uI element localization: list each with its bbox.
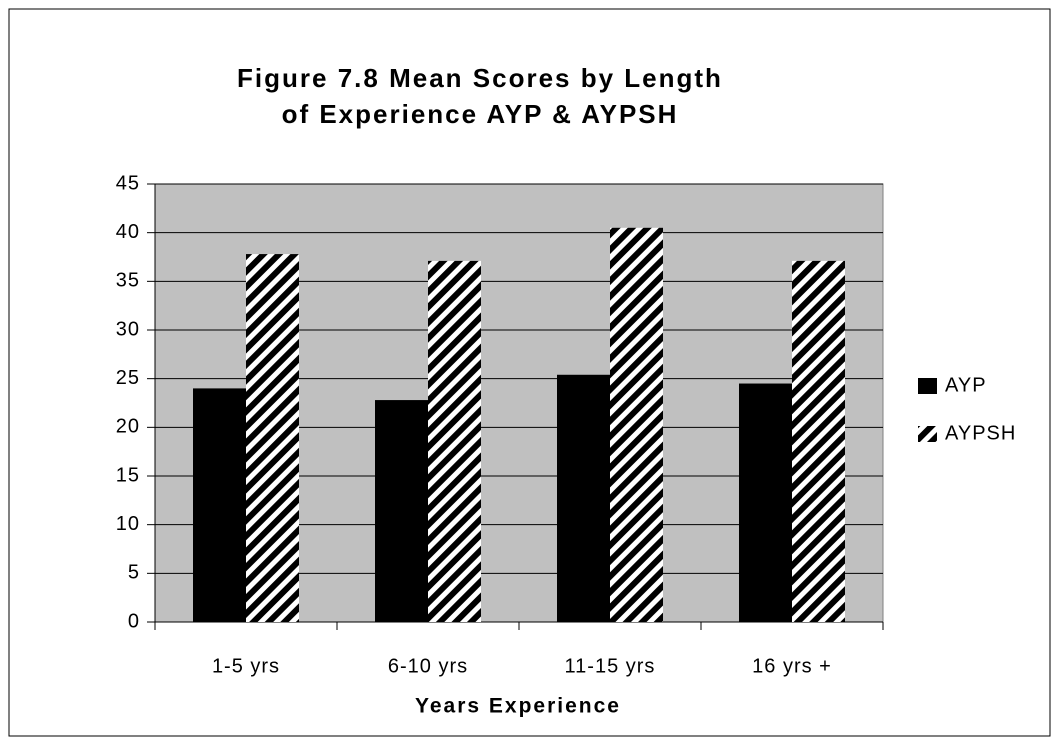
x-axis-title: Years Experience bbox=[415, 695, 621, 718]
bar bbox=[193, 388, 246, 622]
x-tick-label: 16 yrs + bbox=[752, 655, 832, 677]
x-tick-label: 1-5 yrs bbox=[212, 655, 280, 677]
bar bbox=[375, 400, 428, 622]
y-tick-label: 25 bbox=[116, 367, 140, 389]
y-tick-label: 10 bbox=[116, 513, 140, 535]
chart-title: of Experience AYP & AYPSH bbox=[282, 99, 679, 129]
y-tick-label: 45 bbox=[116, 172, 140, 194]
bar bbox=[557, 374, 610, 622]
bar bbox=[610, 227, 663, 623]
legend-label: AYP bbox=[945, 374, 987, 396]
y-tick-label: 30 bbox=[116, 318, 140, 340]
legend-swatch bbox=[918, 378, 937, 394]
y-tick-label: 5 bbox=[128, 562, 140, 584]
y-tick-label: 0 bbox=[128, 610, 140, 632]
bar bbox=[739, 383, 792, 622]
y-tick-label: 20 bbox=[116, 416, 140, 438]
x-tick-label: 11-15 yrs bbox=[565, 655, 656, 677]
chart-title: Figure 7.8 Mean Scores by Length bbox=[237, 63, 723, 93]
bar bbox=[428, 260, 481, 622]
y-tick-label: 40 bbox=[116, 221, 140, 243]
legend-swatch bbox=[918, 426, 937, 442]
x-tick-label: 6-10 yrs bbox=[388, 655, 468, 677]
legend-label: AYPSH bbox=[945, 422, 1016, 444]
y-tick-label: 15 bbox=[116, 464, 140, 486]
bar bbox=[792, 260, 845, 622]
y-tick-label: 35 bbox=[116, 270, 140, 292]
bar bbox=[246, 254, 299, 622]
